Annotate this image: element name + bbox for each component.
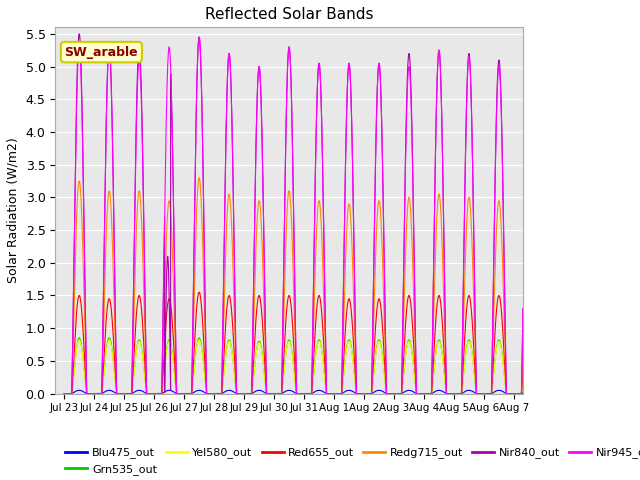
Red655_out [195, 289, 203, 295]
Blu475_out [60, 391, 68, 396]
Red655_out [185, 391, 193, 396]
Nir945_out [208, 391, 216, 396]
Blu475_out [185, 391, 193, 396]
Title: Reflected Solar Bands: Reflected Solar Bands [205, 7, 373, 22]
Redg715_out [185, 391, 193, 396]
Blu475_out [479, 391, 486, 396]
Y-axis label: Solar Radiation (W/m2): Solar Radiation (W/m2) [7, 138, 20, 283]
Grn535_out [76, 335, 83, 341]
Blu475_out [77, 388, 85, 394]
Redg715_out [208, 391, 216, 396]
Grn535_out [185, 391, 193, 396]
Red655_out [60, 391, 68, 396]
Redg715_out [195, 175, 203, 180]
Nir840_out [60, 391, 68, 396]
Yel580_out [77, 342, 85, 348]
Red655_out [77, 301, 85, 307]
Nir945_out [479, 391, 486, 396]
Yel580_out [420, 391, 428, 396]
Redg715_out [60, 391, 68, 396]
Nir840_out [540, 391, 548, 396]
Line: Blu475_out: Blu475_out [64, 390, 544, 394]
Red655_out [208, 391, 216, 396]
Nir945_out [276, 391, 284, 396]
Line: Yel580_out: Yel580_out [64, 340, 544, 394]
Nir840_out [185, 391, 193, 396]
Grn535_out [77, 340, 85, 346]
Red655_out [479, 391, 486, 396]
Nir840_out [276, 391, 284, 396]
Yel580_out [479, 391, 486, 396]
Line: Grn535_out: Grn535_out [64, 338, 544, 394]
Redg715_out [77, 196, 85, 202]
Legend: Blu475_out, Grn535_out, Yel580_out, Red655_out, Redg715_out, Nir840_out, Nir945_: Blu475_out, Grn535_out, Yel580_out, Red6… [61, 443, 640, 480]
Blu475_out [540, 391, 548, 396]
Nir945_out [185, 391, 193, 396]
Blu475_out [208, 391, 216, 396]
Grn535_out [60, 391, 68, 396]
Grn535_out [540, 391, 548, 396]
Grn535_out [208, 391, 216, 396]
Redg715_out [479, 391, 486, 396]
Redg715_out [540, 391, 548, 396]
Line: Nir945_out: Nir945_out [64, 37, 544, 394]
Yel580_out [208, 391, 216, 396]
Nir945_out [77, 73, 85, 79]
Yel580_out [276, 391, 284, 396]
Text: SW_arable: SW_arable [65, 46, 138, 59]
Blu475_out [420, 391, 428, 396]
Red655_out [276, 391, 284, 396]
Nir840_out [76, 31, 83, 36]
Line: Redg715_out: Redg715_out [64, 178, 544, 394]
Nir840_out [77, 64, 85, 70]
Red655_out [540, 391, 548, 396]
Nir840_out [208, 391, 216, 396]
Grn535_out [420, 391, 428, 396]
Red655_out [420, 391, 428, 396]
Blu475_out [276, 391, 284, 396]
Redg715_out [276, 391, 284, 396]
Nir840_out [479, 391, 486, 396]
Grn535_out [479, 391, 486, 396]
Nir945_out [195, 34, 203, 40]
Nir945_out [60, 391, 68, 396]
Nir945_out [420, 391, 428, 396]
Blu475_out [76, 387, 83, 393]
Grn535_out [276, 391, 284, 396]
Nir840_out [420, 391, 428, 396]
Yel580_out [76, 337, 83, 343]
Nir945_out [540, 391, 548, 396]
Yel580_out [185, 391, 193, 396]
Yel580_out [540, 391, 548, 396]
Yel580_out [60, 391, 68, 396]
Line: Nir840_out: Nir840_out [64, 34, 544, 394]
Line: Red655_out: Red655_out [64, 292, 544, 394]
Redg715_out [420, 391, 428, 396]
